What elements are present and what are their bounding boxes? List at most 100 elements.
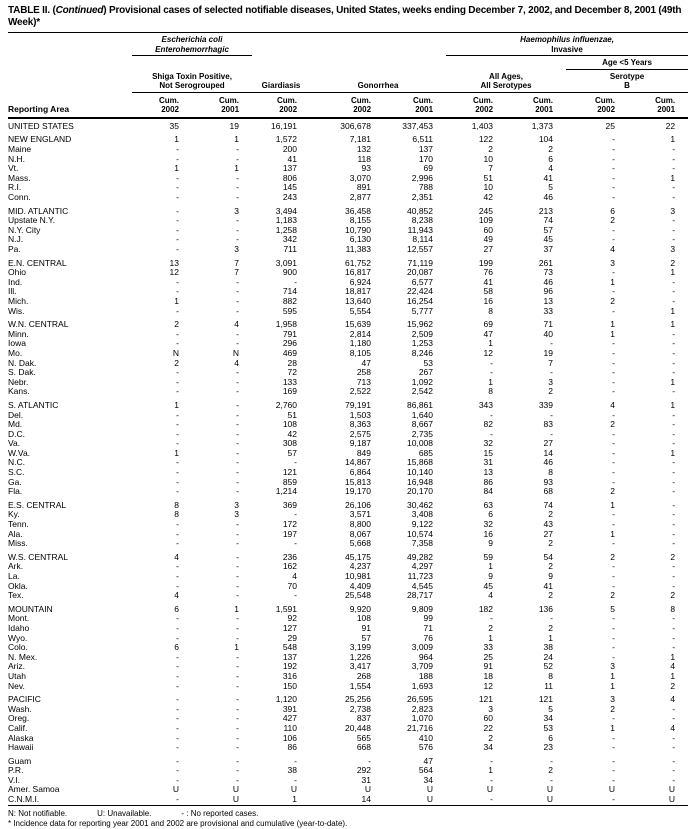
value-cell: 33 [483,642,494,653]
value-cell: 3,571 [349,509,372,520]
value-cell: 47 [423,755,434,766]
table-row: W.N. CENTRAL 2 4 1,958 15,639 15,962 69 71 1 1 [8,320,688,330]
value-cell: 1 [234,163,240,174]
value-cell: 19,170 [345,486,372,497]
table-row: Ariz. - - 192 3,417 3,709 91 52 3 4 [8,662,688,672]
reporting-area-cell: Maine [8,144,32,155]
value-cell: - [236,428,240,439]
value-cell: - [236,172,240,183]
value-cell: 60 [483,224,494,235]
value-cell: 145 [282,182,298,193]
table-row: P.R. - - 38 292 564 1 2 - - [8,766,688,776]
table-row: Mo. N N 469 8,105 8,246 12 19 - - [8,348,688,359]
shiga-line1: Shiga Toxin Positive, [152,71,232,81]
value-cell: 10,574 [407,528,434,539]
value-cell: 42 [483,192,494,203]
value-cell: - [612,234,616,245]
value-cell: 258 [356,367,372,378]
value-cell: 1 [174,447,179,458]
value-cell: 1 [488,338,494,349]
value-cell: - [236,328,240,339]
table-row: Tenn. - - 172 8,800 9,122 32 43 - - [8,519,688,530]
value-cell: - [612,447,616,458]
value-cell: 16 [483,528,494,539]
value-cell: 548 [282,642,298,653]
value-cell: 891 [356,182,372,193]
value-cell: 60 [483,713,494,724]
value-cell: 70 [287,580,298,591]
value-cell: 92 [287,613,298,624]
table-row: Wis. - - 595 5,554 5,777 8 33 - 1 [8,305,688,317]
value-cell: - [176,703,179,714]
value-cell: 57 [361,632,372,643]
table-row: E.N. CENTRAL 13 7 3,091 61,752 71,119 199 261 3 2 [8,257,688,269]
age-under5-header: Age <5 Years [566,55,689,70]
value-cell: 57 [287,447,298,458]
table-row: Wyo. - - 29 57 76 1 1 - - [8,632,688,644]
value-cell: 132 [356,144,372,155]
value-cell: 3 [610,661,616,672]
reporting-area-cell: N.Y. City [8,224,41,235]
value-cell: - [672,338,676,349]
table-row: Mich. 1 - 882 13,640 16,254 16 13 2 - [8,296,688,307]
value-cell: 27 [543,438,554,449]
value-cell: - [176,144,179,155]
table-row: Ky. 8 3 - 3,571 3,408 6 2 - - [8,510,688,520]
value-cell: - [490,794,494,805]
value-cell: 1,092 [411,376,434,387]
reporting-area-cell: Idaho [8,622,30,633]
value-cell: 236 [282,551,298,562]
value-cell: 51 [287,409,298,420]
notifiable-diseases-table: Escherichia coli Enterohemorrhagic Haemo… [8,32,689,806]
value-cell: - [612,134,616,145]
value-cell: 26,106 [345,499,372,510]
reporting-area-cell: NEW ENGLAND [8,134,72,145]
value-cell: 1 [174,163,179,174]
value-cell: 46 [543,457,554,468]
table-row: Amer. Samoa U U U U U U U U U [8,785,688,795]
value-cell: 7,358 [411,538,434,549]
reporting-area-cell: W.S. CENTRAL [8,551,68,562]
hflu-group-line1: Haemophilus influenzae, [520,35,614,45]
value-cell: 72 [287,367,298,378]
value-cell: 28,717 [407,590,434,601]
value-cell: 2 [174,319,179,330]
value-cell: 20,170 [407,486,434,497]
value-cell: - [612,224,616,235]
value-cell: 1 [610,670,616,681]
shiga-toxin-header: Shiga Toxin Positive, Not Serogrouped [132,55,253,93]
value-cell: 339 [538,399,554,410]
value-cell: 3,091 [275,257,298,268]
value-cell: - [612,794,616,805]
value-cell: - [236,632,240,643]
value-cell: 3 [234,244,240,254]
table-row: N. Mex. - - 137 1,226 964 25 24 - 1 [8,652,688,663]
value-cell: - [672,486,676,497]
all-ages-line1: All Ages, [489,71,523,81]
reporting-area-cell: Wyo. [8,632,28,643]
value-cell: 1,572 [275,134,298,145]
value-cell: - [550,338,554,349]
value-cell: - [672,438,676,449]
value-cell: - [612,267,616,278]
value-cell: - [294,755,298,766]
value-cell: 15 [483,447,494,458]
value-cell: 2 [548,144,554,155]
value-cell: 20,448 [345,722,372,733]
value-cell: - [672,409,676,420]
value-cell: - [672,528,676,539]
value-cell: 86 [483,476,494,487]
value-cell: 12,557 [407,244,434,254]
value-cell: - [612,305,616,316]
value-cell: U [546,794,554,805]
value-cell: - [612,519,616,530]
value-cell: 2,542 [411,386,434,397]
table-row: Mont. - - 92 108 99 - - - - [8,614,688,624]
value-cell: 199 [478,257,494,268]
reporting-area-cell: W.Va. [8,447,31,458]
value-cell: - [176,438,179,449]
value-cell: - [176,580,179,591]
footnote-no-cases: - : No reported cases. [181,808,259,818]
table-row: Mass. - - 806 3,070 2,996 51 41 - 1 [8,172,688,184]
value-cell: - [176,286,179,297]
